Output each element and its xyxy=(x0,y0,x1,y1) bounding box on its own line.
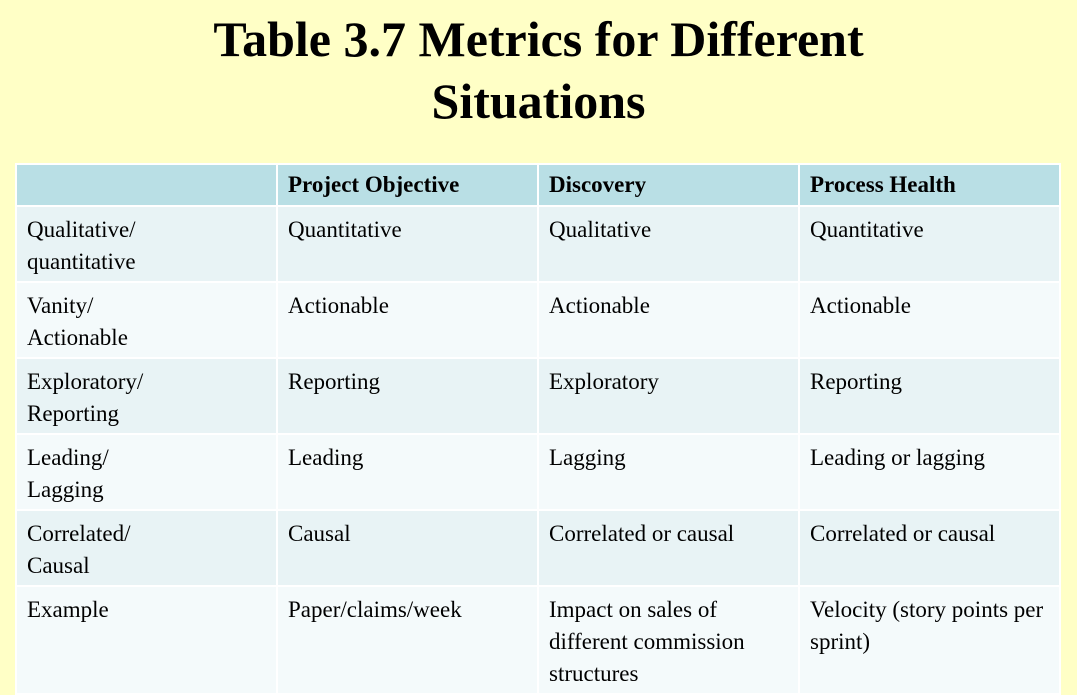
row-label-line: quantitative xyxy=(27,249,136,274)
table-cell: Causal xyxy=(276,509,539,587)
row-label: Leading/ Lagging xyxy=(15,433,278,511)
table-row: Correlated/ Causal Causal Correlated or … xyxy=(15,509,1061,587)
table-cell: Leading xyxy=(276,433,539,511)
table-cell: Correlated or causal xyxy=(537,509,800,587)
row-label-line: Actionable xyxy=(27,325,128,350)
metrics-table: Project Objective Discovery Process Heal… xyxy=(15,163,1061,695)
row-label-line: Example xyxy=(27,597,109,622)
table-row: Vanity/ Actionable Actionable Actionable… xyxy=(15,281,1061,359)
table-cell: Correlated or causal xyxy=(798,509,1061,587)
row-label-line: Exploratory/ xyxy=(27,369,144,394)
table-cell: Actionable xyxy=(276,281,539,359)
row-label: Exploratory/ Reporting xyxy=(15,357,278,435)
table-cell: Lagging xyxy=(537,433,800,511)
table-cell: Leading or lagging xyxy=(798,433,1061,511)
header-row: Project Objective Discovery Process Heal… xyxy=(15,163,1061,207)
header-cell-process-health: Process Health xyxy=(798,163,1061,207)
table-row: Example Paper/claims/week Impact on sale… xyxy=(15,585,1061,695)
row-label-line: Vanity/ xyxy=(27,293,94,318)
table-cell: Reporting xyxy=(798,357,1061,435)
table-row: Leading/ Lagging Leading Lagging Leading… xyxy=(15,433,1061,511)
table-cell: Quantitative xyxy=(798,205,1061,283)
row-label-line: Correlated/ xyxy=(27,521,131,546)
row-label: Vanity/ Actionable xyxy=(15,281,278,359)
table-row: Qualitative/ quantitative Quantitative Q… xyxy=(15,205,1061,283)
table-row: Exploratory/ Reporting Reporting Explora… xyxy=(15,357,1061,435)
row-label: Qualitative/ quantitative xyxy=(15,205,278,283)
header-cell-discovery: Discovery xyxy=(537,163,800,207)
table-cell: Quantitative xyxy=(276,205,539,283)
header-cell-empty xyxy=(15,163,278,207)
table-cell: Actionable xyxy=(798,281,1061,359)
header-cell-project-objective: Project Objective xyxy=(276,163,539,207)
table-cell: Actionable xyxy=(537,281,800,359)
table-cell: Velocity (story points per sprint) xyxy=(798,585,1061,695)
table-cell: Impact on sales of different commission … xyxy=(537,585,800,695)
row-label-line: Qualitative/ xyxy=(27,217,136,242)
table-cell: Exploratory xyxy=(537,357,800,435)
row-label: Example xyxy=(15,585,278,695)
row-label-line: Leading/ xyxy=(27,445,109,470)
row-label-line: Lagging xyxy=(27,477,104,502)
row-label: Correlated/ Causal xyxy=(15,509,278,587)
title-line-1: Table 3.7 Metrics for Different xyxy=(213,11,864,67)
row-label-line: Reporting xyxy=(27,401,119,426)
table-cell: Reporting xyxy=(276,357,539,435)
row-label-line: Causal xyxy=(27,553,90,578)
title-line-2: Situations xyxy=(431,73,646,129)
table-cell: Qualitative xyxy=(537,205,800,283)
table-cell: Paper/claims/week xyxy=(276,585,539,695)
page-title: Table 3.7 Metrics for Different Situatio… xyxy=(0,8,1077,132)
